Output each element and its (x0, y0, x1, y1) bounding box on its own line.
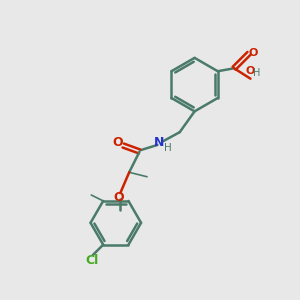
Text: O: O (246, 66, 255, 76)
Text: Cl: Cl (85, 254, 98, 267)
Text: H: H (253, 68, 261, 78)
Text: O: O (112, 136, 123, 149)
Text: H: H (164, 143, 172, 153)
Text: N: N (154, 136, 165, 149)
Text: O: O (113, 191, 124, 204)
Text: O: O (248, 48, 258, 58)
